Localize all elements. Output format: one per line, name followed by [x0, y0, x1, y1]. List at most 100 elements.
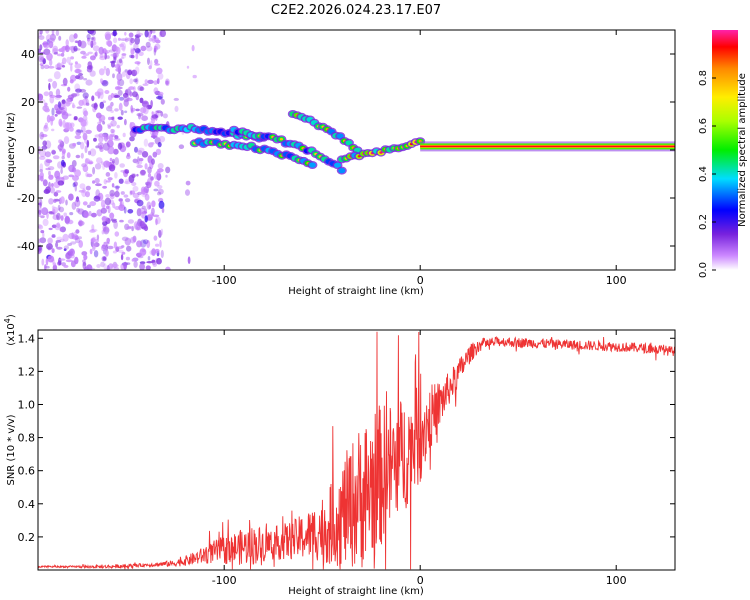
noise-blob: [41, 145, 48, 150]
noise-blob: [105, 249, 109, 257]
noise-blob: [98, 46, 104, 55]
noise-blob: [82, 164, 89, 173]
noise-blob: [118, 204, 126, 212]
noise-blob: [45, 265, 50, 269]
noise-blob: [150, 116, 157, 121]
noise-blob: [114, 157, 119, 166]
noise-blob: [136, 164, 143, 169]
noise-blob: [68, 34, 75, 43]
noise-blob: [187, 256, 191, 265]
noise-blob: [150, 60, 153, 67]
noise-blob: [137, 191, 142, 196]
noise-blob: [84, 95, 88, 101]
noise-blob: [95, 183, 102, 187]
noise-blob: [70, 97, 74, 102]
noise-blob: [131, 182, 137, 186]
noise-blob: [160, 228, 164, 236]
colorbar-tick-label: 0.4: [698, 166, 709, 182]
noise-blob: [46, 243, 53, 250]
noise-blob: [128, 86, 135, 90]
noise-blob: [144, 163, 148, 170]
noise-blob: [87, 37, 90, 42]
noise-blob: [51, 149, 56, 155]
noise-blob: [114, 108, 119, 112]
noise-blob: [53, 191, 59, 197]
noise-blob: [61, 155, 65, 160]
noise-blob: [129, 91, 133, 97]
noise-blob: [54, 95, 61, 100]
noise-blob: [111, 44, 118, 52]
noise-blob: [116, 124, 120, 129]
noise-blob: [59, 258, 66, 261]
noise-blob: [134, 66, 140, 75]
noise-blob: [112, 158, 115, 164]
noise-blob: [104, 50, 108, 53]
noise-blob: [77, 220, 85, 226]
noise-blob: [146, 239, 151, 249]
spectrogram-y-tick-label: 40: [21, 48, 35, 61]
snr-y-tick-label: 0.2: [18, 531, 36, 544]
noise-blob: [107, 146, 115, 155]
noise-blob: [114, 172, 118, 179]
noise-blob: [64, 215, 70, 224]
noise-blob: [106, 55, 110, 59]
noise-blob: [69, 126, 74, 132]
noise-blob: [73, 33, 78, 39]
noise-blob: [101, 244, 107, 252]
noise-blob: [47, 237, 53, 245]
noise-blob: [129, 78, 133, 85]
noise-blob: [136, 199, 144, 207]
noise-blob: [38, 155, 46, 160]
noise-blob: [131, 69, 138, 77]
noise-blob: [118, 102, 123, 111]
noise-blob: [137, 32, 144, 36]
noise-blob: [68, 174, 75, 178]
noise-blob: [122, 92, 129, 98]
noise-blob: [39, 30, 43, 35]
noise-blob: [130, 48, 135, 55]
noise-blob: [111, 263, 119, 268]
noise-blob: [126, 226, 131, 230]
snr-frame: [37, 329, 676, 571]
noise-blob: [82, 92, 89, 99]
noise-blob: [39, 44, 43, 51]
noise-blob: [93, 102, 98, 110]
noise-blob: [55, 241, 59, 248]
noise-blob: [39, 149, 47, 157]
noise-blob: [136, 112, 144, 117]
noise-blob: [65, 99, 71, 107]
noise-blob: [107, 177, 113, 181]
noise-blob: [165, 80, 169, 85]
noise-blob: [85, 129, 92, 134]
noise-blob: [94, 177, 100, 184]
noise-blob: [153, 235, 158, 241]
noise-blob: [133, 42, 139, 51]
noise-blob: [119, 201, 123, 206]
noise-blob: [41, 207, 49, 216]
noise-blob: [117, 37, 121, 41]
noise-blob: [134, 146, 138, 153]
noise-blob: [51, 205, 55, 209]
snr-chart: -100 0 100 0.2 0.4 0.6 0.8 1.0 1.2 1.4 Height of …: [3, 314, 676, 597]
noise-blob: [81, 251, 88, 256]
noise-blob: [158, 91, 164, 96]
noise-blob: [93, 137, 97, 142]
noise-blob: [137, 62, 140, 66]
noise-blob: [52, 208, 56, 216]
noise-blob: [85, 185, 91, 191]
noise-blob: [102, 256, 107, 261]
noise-blob: [148, 205, 151, 209]
noise-blob: [43, 91, 50, 97]
noise-blob: [62, 233, 69, 242]
noise-blob: [56, 212, 61, 221]
noise-blob: [157, 191, 162, 196]
noise-blob: [145, 45, 153, 52]
noise-blob: [139, 86, 145, 92]
noise-blob: [90, 55, 96, 61]
noise-blob: [87, 150, 92, 156]
noise-blob: [123, 261, 128, 270]
noise-blob: [185, 189, 190, 196]
noise-blob: [94, 238, 99, 243]
noise-blob: [63, 245, 69, 250]
